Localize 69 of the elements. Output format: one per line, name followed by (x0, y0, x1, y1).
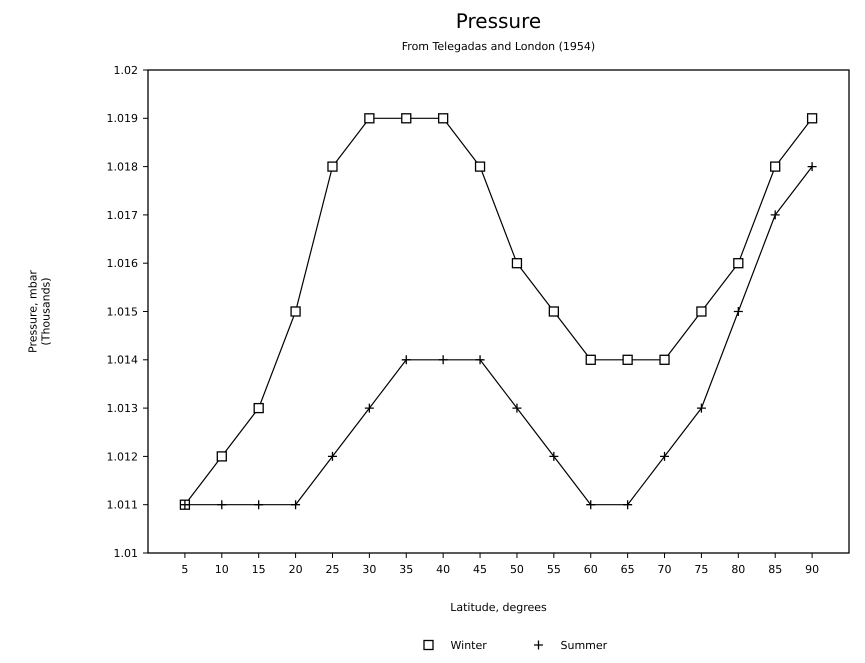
point (659, 451, 670, 462)
point (327, 451, 338, 462)
point (622, 354, 633, 365)
x-tick-label: 80 (731, 563, 746, 576)
point (622, 500, 633, 510)
point (216, 451, 227, 462)
x-tick-label: 10 (214, 563, 229, 576)
point (696, 402, 707, 414)
point (696, 306, 707, 317)
point (474, 354, 486, 365)
x-tick-label: 15 (252, 563, 266, 576)
point (474, 161, 486, 172)
x-tick-label: 25 (325, 563, 340, 576)
point (586, 354, 596, 365)
x-tick-label: 45 (473, 563, 488, 576)
x-axis-title: Latitude, degrees (450, 601, 548, 614)
y-axis-title: Pressure, mbar (Thousands) (26, 270, 53, 353)
x-tick-label: 85 (768, 563, 782, 576)
y-tick-label: 1.02 (114, 64, 138, 77)
y-tick-label: 1.012 (106, 450, 138, 464)
y-tick-label: 1.011 (106, 498, 138, 512)
x-tick-label: 55 (546, 563, 561, 576)
point (364, 113, 375, 124)
point (438, 113, 448, 124)
legend-label: Summer (560, 638, 608, 652)
point (548, 306, 559, 317)
legend-label: Winter (450, 638, 488, 652)
y-tick-label: 1.019 (106, 112, 138, 126)
chart-subtitle: From Telegadas and London (1954) (402, 40, 596, 53)
point (254, 402, 264, 414)
y-tick-label: 1.017 (106, 208, 138, 222)
x-tick-label: 30 (362, 563, 376, 576)
y-tick-label: 1.018 (106, 160, 138, 174)
point (770, 210, 780, 220)
x-tick-label: 90 (805, 563, 820, 576)
x-tick-label: 60 (584, 563, 598, 576)
x-tick-label: 65 (620, 563, 635, 576)
y-tick-label: 1.014 (106, 354, 138, 367)
point (254, 500, 264, 510)
x-tick-label: 20 (288, 563, 303, 576)
point (806, 161, 818, 172)
point (364, 402, 375, 414)
point (548, 451, 559, 462)
x-tick-label: 70 (658, 563, 672, 576)
point (401, 354, 412, 365)
point (659, 354, 670, 365)
point (586, 500, 596, 510)
x-tick-label: 40 (436, 563, 450, 576)
y-tick-label: 1.015 (106, 305, 138, 318)
y-tick-label: 1.01 (114, 546, 138, 560)
point (290, 306, 301, 317)
point (733, 258, 744, 268)
point (216, 500, 227, 510)
y-tick-label: 1.016 (106, 257, 138, 270)
point (327, 161, 338, 172)
point (512, 402, 522, 414)
x-tick-label: 50 (510, 563, 524, 576)
point (290, 500, 301, 510)
chart-title: Pressure (456, 9, 542, 33)
point (512, 258, 522, 268)
point (733, 306, 744, 317)
y-tick-label: 1.013 (106, 402, 138, 415)
point (438, 354, 448, 365)
point (806, 113, 818, 124)
x-tick-label: 75 (694, 563, 708, 576)
x-tick-label: 5 (181, 563, 188, 576)
point (770, 161, 780, 172)
x-tick-label: 35 (399, 563, 414, 576)
point (401, 113, 412, 124)
